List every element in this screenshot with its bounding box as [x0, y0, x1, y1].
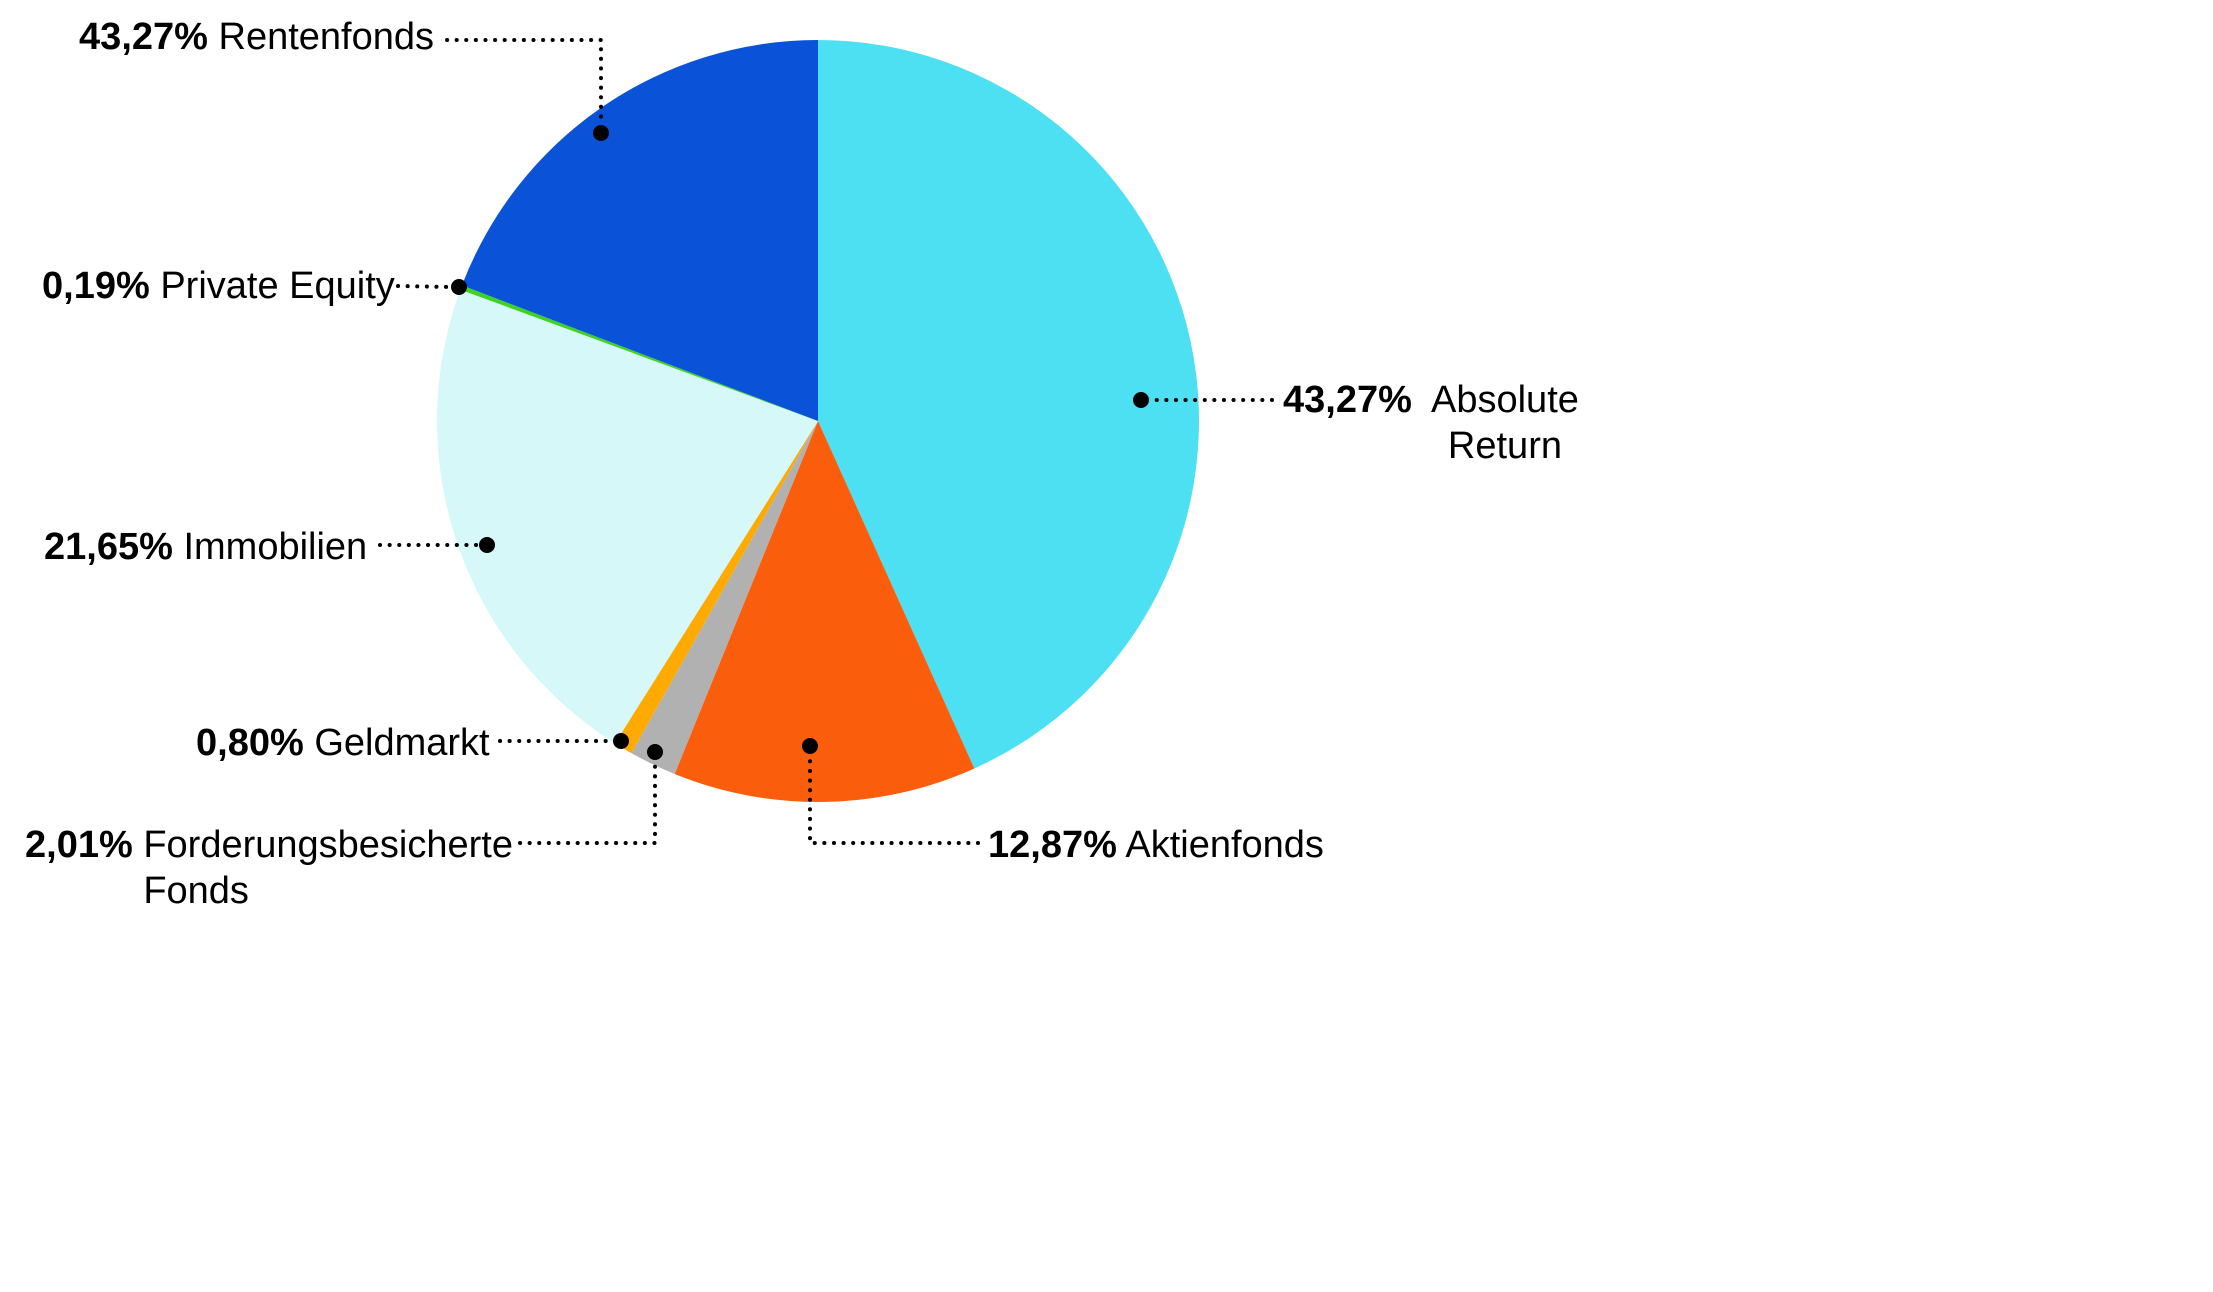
percent-private-equity: 0,19%	[42, 265, 150, 307]
leader-dot-absolute-return	[1133, 392, 1149, 408]
slice-name-immobilien: Immobilien	[183, 526, 368, 568]
pie-slice-immobilien	[436, 289, 818, 744]
leader-dot-rentenfonds	[593, 125, 609, 141]
percent-aktienfonds: 12,87%	[988, 824, 1117, 866]
slice-name-absolute-return: Absolute Return	[1431, 379, 1579, 467]
leader-line-aktienfonds	[808, 753, 980, 845]
pie-slice-rentenfonds	[461, 40, 818, 421]
leader-dot-aktienfonds	[802, 738, 818, 754]
leader-dot-forderungsbesicherte-fonds	[647, 744, 663, 760]
leader-dot-private-equity	[451, 279, 467, 295]
callout-label-aktienfonds: 12,87% Aktienfonds	[988, 822, 1324, 868]
leader-line-private-equity	[396, 284, 452, 289]
slice-name-rentenfonds: Rentenfonds	[218, 16, 435, 58]
leader-dot-immobilien	[479, 537, 495, 553]
slice-name-aktienfonds: Aktienfonds	[1125, 824, 1324, 866]
pie-slice-geldmarkt	[614, 421, 818, 754]
callout-label-rentenfonds: 43,27% Rentenfonds	[79, 14, 434, 60]
callout-label-private-equity: 0,19% Private Equity	[42, 263, 395, 309]
leader-dot-geldmarkt	[613, 733, 629, 749]
percent-rentenfonds: 43,27%	[79, 16, 208, 58]
pie-slice-private-equity	[460, 285, 818, 421]
percent-geldmarkt: 0,80%	[196, 722, 304, 764]
slice-name-forderungsbesicherte-fonds: Forderungsbesicherte Fonds	[143, 824, 513, 912]
leader-line-forderungsbesicherte-fonds	[518, 759, 657, 845]
percent-forderungsbesicherte-fonds: 2,01%	[25, 824, 133, 866]
leader-line-rentenfonds	[445, 38, 603, 126]
percent-absolute-return: 43,27%	[1283, 379, 1412, 421]
callout-label-forderungsbesicherte-fonds: 2,01% Forderungsbesicherte Fonds	[25, 822, 515, 914]
pie-slice-forderungsbesicherte-fonds	[631, 421, 818, 774]
callout-label-geldmarkt: 0,80% Geldmarkt	[196, 720, 490, 766]
callout-label-immobilien: 21,65% Immobilien	[44, 524, 367, 570]
callout-label-absolute-return: 43,27% Absolute Return	[1283, 377, 1587, 469]
pie-slice-absolute-return	[818, 40, 1199, 769]
slice-name-private-equity: Private Equity	[160, 265, 395, 307]
percent-immobilien: 21,65%	[44, 526, 173, 568]
pie-slice-aktienfonds	[674, 421, 975, 803]
slice-name-geldmarkt: Geldmarkt	[314, 722, 490, 764]
